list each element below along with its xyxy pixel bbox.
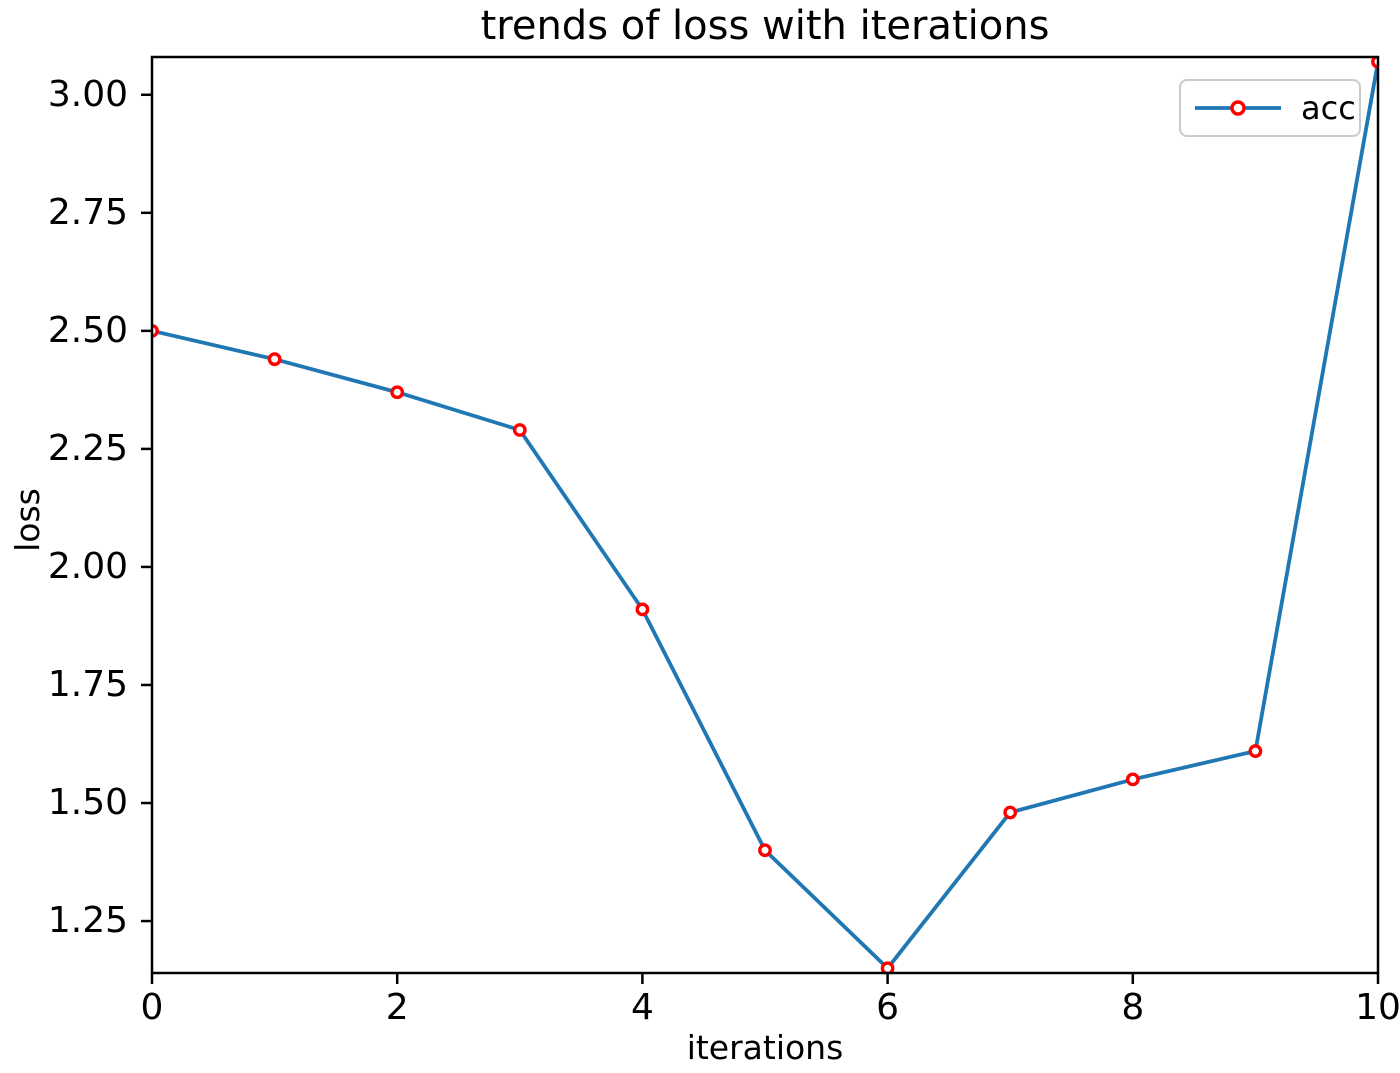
x-axis-label: iterations <box>686 1028 844 1067</box>
x-tick-label: 6 <box>876 987 900 1028</box>
x-tick-label: 4 <box>630 987 654 1028</box>
data-point-marker <box>512 423 527 437</box>
x-tick-label: 10 <box>1355 987 1400 1028</box>
series-acc <box>152 57 1378 973</box>
data-point-marker <box>1248 744 1263 758</box>
data-point-marker <box>1371 57 1378 69</box>
data-point-marker <box>267 352 282 367</box>
x-tick-label: 8 <box>1121 987 1145 1028</box>
y-tick-label: 3.00 <box>47 73 128 115</box>
data-point-marker <box>635 602 650 617</box>
legend-line-marker-icon <box>1195 100 1281 116</box>
data-point-marker <box>1003 805 1018 820</box>
y-tick-label: 1.50 <box>47 782 128 824</box>
data-point-marker <box>758 843 772 858</box>
x-tick-label: 0 <box>140 987 164 1028</box>
chart-title: trends of loss with iterations <box>480 3 1050 49</box>
data-point-marker <box>880 961 895 973</box>
legend-entry-label: acc <box>1301 89 1356 127</box>
x-tick-label: 2 <box>385 987 409 1028</box>
y-tick-label: 1.75 <box>47 663 128 705</box>
y-tick-label: 2.25 <box>47 427 128 469</box>
y-tick-label: 1.25 <box>47 900 128 942</box>
y-tick-label: 2.75 <box>47 191 128 233</box>
y-tick-label: 2.50 <box>47 309 128 351</box>
data-point-marker <box>390 385 405 400</box>
y-tick-label: 2.00 <box>47 545 128 587</box>
data-point-marker <box>1125 772 1140 787</box>
legend: acc <box>1179 79 1361 137</box>
